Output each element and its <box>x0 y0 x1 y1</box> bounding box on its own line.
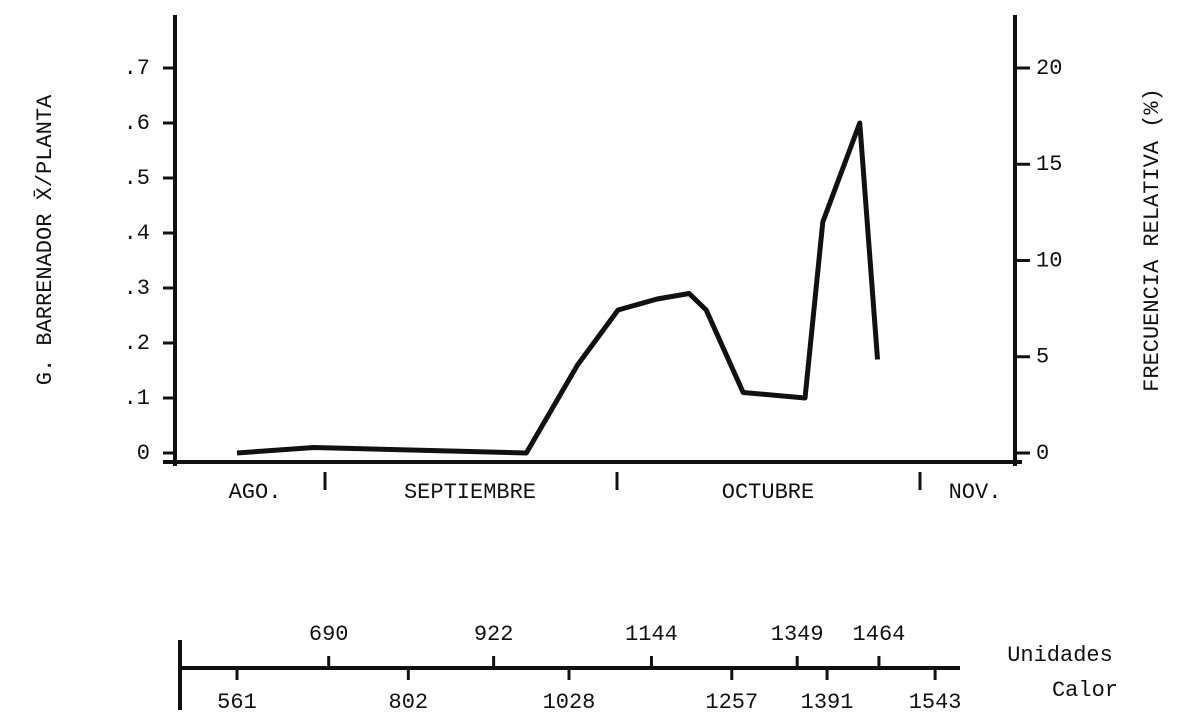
x-tick-label: 1257 <box>705 690 758 715</box>
y2-tick-label: 10 <box>1036 248 1062 273</box>
x-tick-label: 1543 <box>909 690 962 715</box>
y-tick-label: .4 <box>124 221 150 246</box>
x-axis-title: Calor <box>1052 678 1118 703</box>
x-tick-label: 561 <box>217 690 257 715</box>
month-label: AGO. <box>229 480 282 505</box>
x-tick-label: 802 <box>389 690 429 715</box>
y2-tick-label: 15 <box>1036 152 1062 177</box>
x-tick-label: 1391 <box>801 690 854 715</box>
y2-tick-label: 5 <box>1036 345 1049 370</box>
y-axis-title: G. BARRENADOR X̄/PLANTA <box>33 94 58 385</box>
y-tick-label: .3 <box>124 276 150 301</box>
y-tick-label: .7 <box>124 56 150 81</box>
x-tick-label: 1144 <box>625 622 678 647</box>
y2-tick-label: 0 <box>1036 441 1049 466</box>
y2-axis-title: FRECUENCIA RELATIVA (%) <box>1140 88 1165 392</box>
y-tick-label: 0 <box>137 441 150 466</box>
x-tick-label: 1349 <box>771 622 824 647</box>
y-tick-label: .2 <box>124 331 150 356</box>
y-tick-label: .5 <box>124 166 150 191</box>
y-tick-label: .1 <box>124 386 150 411</box>
y2-tick-label: 20 <box>1036 56 1062 81</box>
x-tick-label: 922 <box>474 622 514 647</box>
x-tick-label: 690 <box>309 622 349 647</box>
data-line <box>236 120 881 456</box>
month-label: SEPTIEMBRE <box>404 480 536 505</box>
month-label: NOV. <box>949 480 1002 505</box>
month-label: OCTUBRE <box>722 480 814 505</box>
y-tick-label: .6 <box>124 111 150 136</box>
x-tick-label: 1464 <box>853 622 906 647</box>
x-axis-title: Unidades <box>1007 643 1113 668</box>
x-tick-label: 1028 <box>543 690 596 715</box>
